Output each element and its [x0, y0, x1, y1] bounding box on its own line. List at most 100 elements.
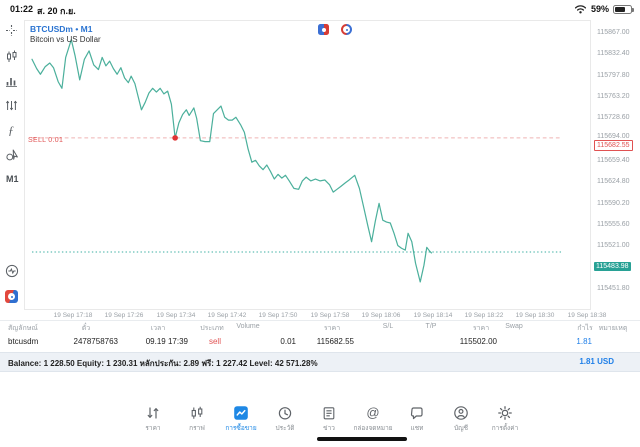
account-summary-text: Balance: 1 228.50 Equity: 1 230.31 หลักป…	[8, 359, 318, 368]
x-axis-label: 19 Sep 17:42	[207, 312, 247, 319]
y-axis-label: 115763.20	[597, 93, 630, 100]
y-axis-label: 115832.40	[597, 50, 630, 57]
x-axis-label: 19 Sep 18:38	[567, 312, 607, 319]
tab-chart[interactable]: กราฟ	[175, 400, 219, 433]
tab-label: การตั้งค่า	[491, 425, 519, 432]
quotes-pulse-icon[interactable]	[5, 264, 20, 279]
newspaper-icon	[321, 404, 338, 421]
y-axis-label: 115728.60	[597, 114, 630, 121]
clock-history-icon	[277, 404, 294, 421]
symbol-description: Bitcoin vs US Dollar	[30, 35, 101, 44]
session-clock-icon[interactable]	[341, 24, 352, 35]
sell-price-tag: 115682.55	[594, 140, 633, 151]
shapes-cursor-icon[interactable]	[5, 148, 20, 163]
col-header-profit: กำไร	[577, 325, 593, 332]
cell-symbol: btcusdm	[8, 337, 39, 346]
chart-canvas[interactable]	[24, 20, 591, 310]
tab-label: แชท	[410, 425, 424, 432]
account-person-icon	[453, 404, 470, 421]
symbol-flag-icon[interactable]	[318, 24, 329, 35]
tab-label: ข่าว	[323, 425, 335, 432]
col-header-type: ประเภท	[200, 325, 224, 332]
tab-label: กล่องจดหมาย	[353, 425, 393, 432]
tab-mailbox[interactable]: @ กล่องจดหมาย	[351, 400, 395, 433]
battery-percent: 59%	[590, 4, 609, 14]
sell-position-label: SELL 0.01	[28, 137, 64, 144]
x-axis-label: 19 Sep 17:34	[156, 312, 196, 319]
x-axis-label: 19 Sep 18:06	[361, 312, 401, 319]
current-price-tag: 115483.98	[594, 262, 631, 271]
home-indicator[interactable]	[317, 437, 407, 441]
y-axis-label: 115867.00	[597, 29, 630, 36]
col-header-volume: Volume	[236, 323, 260, 330]
chat-bubble-icon	[409, 404, 426, 421]
x-axis-label: 19 Sep 17:50	[258, 312, 298, 319]
x-axis-label: 19 Sep 18:14	[413, 312, 453, 319]
y-axis-label: 115624.80	[597, 178, 630, 185]
tab-label: บัญชี	[453, 425, 469, 432]
settings-gear-icon	[497, 404, 514, 421]
status-date: ส. 20 ก.ย.	[37, 6, 76, 16]
symbol-title[interactable]: BTCUSDm • M1	[30, 24, 93, 34]
tab-chat[interactable]: แชท	[395, 400, 439, 433]
col-header-comment: หมายเหตุ	[598, 325, 628, 332]
x-axis-label: 19 Sep 17:58	[310, 312, 350, 319]
y-axis-label: 115797.80	[597, 72, 630, 79]
wifi-icon	[574, 4, 587, 14]
one-click-trading-icon[interactable]	[5, 290, 18, 303]
cell-type: sell	[208, 337, 221, 346]
timeframe-button[interactable]: M1	[6, 174, 19, 184]
indicators-icon[interactable]	[5, 74, 20, 89]
levels-sliders-icon[interactable]	[5, 99, 20, 114]
tab-label: การซื้อขาย	[225, 425, 257, 432]
chart-type-candles-icon[interactable]	[5, 49, 20, 64]
account-total-profit: 1.81 USD	[579, 357, 614, 366]
tab-history[interactable]: ประวัติ	[263, 400, 307, 433]
col-header-price-cur: ราคา	[472, 325, 490, 332]
cell-ticket: 2478758763	[73, 337, 119, 346]
x-axis-label: 19 Sep 17:18	[53, 312, 93, 319]
col-header-sl: S/L	[382, 323, 394, 330]
tab-account[interactable]: บัญชี	[439, 400, 483, 433]
col-header-symbol: สัญลักษณ์	[8, 325, 38, 332]
col-header-swap: Swap	[505, 323, 523, 330]
cell-price-current: 115502.00	[459, 337, 497, 346]
tab-quotes[interactable]: ราคา	[131, 400, 175, 433]
cell-time: 09.19 17:39	[145, 337, 188, 346]
y-axis-label: 115659.40	[597, 157, 630, 164]
tab-label: ราคา	[145, 425, 161, 432]
tab-trade[interactable]: การซื้อขาย	[219, 400, 263, 433]
candlesticks-icon	[189, 404, 206, 421]
function-icon[interactable]: ƒ	[8, 123, 14, 137]
trade-chart-icon	[233, 404, 250, 421]
y-axis-label: 115590.20	[597, 200, 630, 207]
col-header-ticket: ตั๋ว	[81, 325, 91, 332]
crosshair-icon[interactable]	[5, 24, 20, 39]
y-axis-label: 115555.60	[597, 221, 630, 228]
y-axis-label: 115451.80	[597, 285, 630, 292]
cell-profit: 1.81	[576, 337, 592, 346]
price-chart	[31, 39, 562, 283]
x-axis-label: 19 Sep 18:30	[515, 312, 555, 319]
status-time: 01:22	[10, 4, 34, 14]
account-summary-bar	[0, 352, 640, 372]
x-axis-label: 19 Sep 17:26	[104, 312, 144, 319]
cell-volume: 0.01	[280, 337, 296, 346]
battery-icon	[613, 4, 634, 14]
sell-marker	[172, 135, 178, 141]
tab-news[interactable]: ข่าว	[307, 400, 351, 433]
y-axis-label: 115521.00	[597, 242, 630, 249]
col-header-price-open: ราคา	[323, 325, 341, 332]
x-axis-label: 19 Sep 18:22	[464, 312, 504, 319]
col-header-tp: T/P	[425, 323, 437, 330]
tab-settings[interactable]: การตั้งค่า	[483, 400, 527, 433]
tab-bar: ราคา กราฟ การซื้อขาย ประวัติ ข่าว	[131, 400, 527, 433]
cell-price-open: 115682.55	[316, 337, 354, 346]
status-right-cluster: 59%	[574, 4, 634, 14]
price-line	[31, 39, 433, 283]
col-header-time: เวลา	[150, 325, 166, 332]
tab-label: กราฟ	[189, 425, 205, 432]
tab-label: ประวัติ	[275, 425, 295, 432]
at-mailbox-icon: @	[366, 405, 380, 420]
